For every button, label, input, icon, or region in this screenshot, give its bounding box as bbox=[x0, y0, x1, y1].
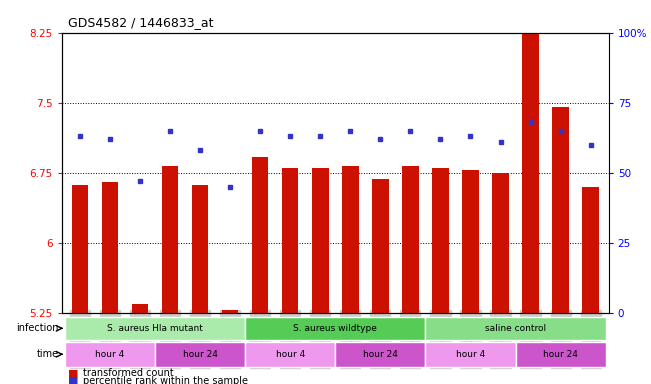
Bar bbox=[492, 173, 509, 313]
Text: S. aureus wildtype: S. aureus wildtype bbox=[294, 324, 377, 333]
Text: time: time bbox=[36, 349, 59, 359]
Bar bbox=[552, 108, 569, 313]
Bar bbox=[342, 166, 359, 313]
Bar bbox=[312, 168, 329, 313]
Bar bbox=[425, 342, 516, 367]
Text: GDS4582 / 1446833_at: GDS4582 / 1446833_at bbox=[68, 16, 214, 29]
Bar bbox=[72, 185, 88, 313]
Text: transformed count: transformed count bbox=[83, 368, 173, 378]
Text: hour 24: hour 24 bbox=[363, 350, 398, 359]
Bar bbox=[222, 310, 238, 313]
Text: hour 4: hour 4 bbox=[456, 350, 485, 359]
Bar bbox=[65, 317, 245, 340]
Text: ■: ■ bbox=[68, 376, 79, 384]
Bar bbox=[161, 166, 178, 313]
Bar bbox=[282, 168, 298, 313]
Text: infection: infection bbox=[16, 323, 59, 333]
Bar bbox=[372, 179, 389, 313]
Bar bbox=[102, 182, 118, 313]
Text: ■: ■ bbox=[68, 368, 79, 378]
Bar bbox=[432, 168, 449, 313]
Text: hour 24: hour 24 bbox=[543, 350, 578, 359]
Bar bbox=[155, 342, 245, 367]
Bar bbox=[516, 342, 605, 367]
Bar bbox=[245, 342, 335, 367]
Bar bbox=[192, 185, 208, 313]
Bar bbox=[245, 317, 425, 340]
Bar bbox=[462, 170, 478, 313]
Text: saline control: saline control bbox=[485, 324, 546, 333]
Text: S. aureus Hla mutant: S. aureus Hla mutant bbox=[107, 324, 203, 333]
Bar bbox=[132, 304, 148, 313]
Bar bbox=[425, 317, 605, 340]
Bar bbox=[522, 23, 539, 313]
Bar bbox=[252, 157, 268, 313]
Text: hour 4: hour 4 bbox=[275, 350, 305, 359]
Text: hour 24: hour 24 bbox=[183, 350, 217, 359]
Bar bbox=[335, 342, 425, 367]
Bar bbox=[65, 342, 155, 367]
Bar bbox=[583, 187, 599, 313]
Text: hour 4: hour 4 bbox=[95, 350, 124, 359]
Bar bbox=[402, 166, 419, 313]
Text: percentile rank within the sample: percentile rank within the sample bbox=[83, 376, 247, 384]
